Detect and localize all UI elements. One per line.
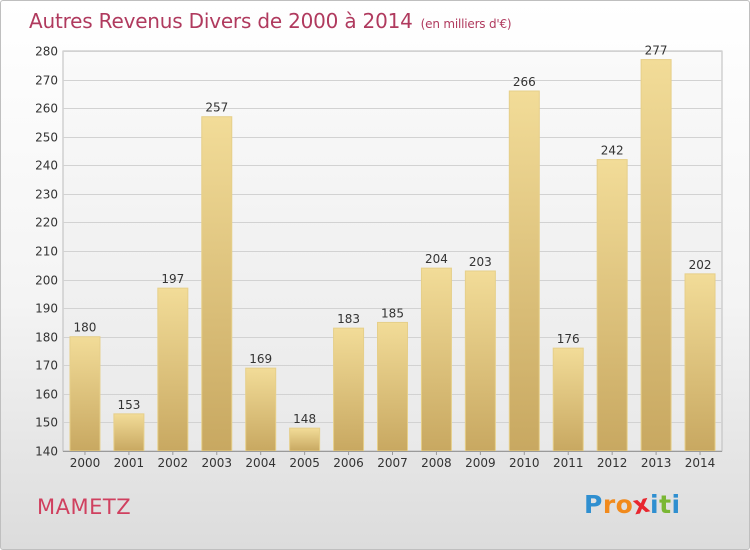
logo-letter: i xyxy=(650,490,660,519)
bar-value-label: 266 xyxy=(513,75,536,89)
x-tick-label: 2003 xyxy=(201,456,232,470)
bar xyxy=(420,267,452,452)
bar-value-label: 277 xyxy=(645,44,668,58)
x-tick-label: 2013 xyxy=(641,456,672,470)
y-tick-label: 220 xyxy=(35,216,58,230)
bar-value-label: 257 xyxy=(205,101,228,115)
bar-value-label: 148 xyxy=(293,412,316,426)
bar xyxy=(640,59,672,452)
y-tick-label: 160 xyxy=(35,388,58,402)
x-tick-label: 2011 xyxy=(553,456,584,470)
x-tick-label: 2010 xyxy=(509,456,540,470)
bar xyxy=(464,270,496,452)
logo-letter: t xyxy=(659,490,672,519)
bar xyxy=(245,367,277,452)
bar-value-label: 185 xyxy=(381,306,404,320)
bar xyxy=(377,321,408,452)
y-tick-label: 270 xyxy=(35,74,58,88)
logo-letter: P xyxy=(584,490,603,519)
bar xyxy=(508,90,540,452)
bar xyxy=(69,336,101,452)
bar-value-label: 202 xyxy=(689,258,712,272)
bar xyxy=(289,427,321,452)
commune-name: MAMETZ xyxy=(37,495,132,519)
bar-value-label: 176 xyxy=(557,332,580,346)
bar-value-label: 204 xyxy=(425,252,448,266)
y-tick-label: 140 xyxy=(35,445,58,459)
bar xyxy=(157,287,189,452)
y-tick-label: 280 xyxy=(35,45,58,59)
bar xyxy=(113,413,145,452)
y-tick-label: 250 xyxy=(35,131,58,145)
bar-value-label: 183 xyxy=(337,312,360,326)
x-tick-label: 2012 xyxy=(597,456,628,470)
x-tick-label: 2002 xyxy=(158,456,189,470)
chart-title: Autres Revenus Divers de 2000 à 2014 (en … xyxy=(29,9,512,33)
y-tick-label: 190 xyxy=(35,302,58,316)
chart-title-text: Autres Revenus Divers de 2000 à 2014 xyxy=(29,9,413,33)
x-tick-label: 2001 xyxy=(114,456,145,470)
x-tick-label: 2007 xyxy=(377,456,408,470)
bar xyxy=(201,116,233,452)
y-tick-label: 180 xyxy=(35,331,58,345)
logo-letter: i xyxy=(671,490,681,519)
x-tick-label: 2000 xyxy=(70,456,101,470)
y-tick-label: 230 xyxy=(35,188,58,202)
proxiti-logo: Proxiti xyxy=(584,489,681,521)
bar xyxy=(552,347,584,452)
logo-letter: r xyxy=(602,490,616,519)
y-tick-label: 150 xyxy=(35,416,58,430)
y-tick-label: 260 xyxy=(35,102,58,116)
x-tick-label: 2005 xyxy=(289,456,320,470)
y-tick-label: 210 xyxy=(35,245,58,259)
x-tick-label: 2004 xyxy=(245,456,276,470)
bar-value-label: 153 xyxy=(117,398,140,412)
bar-value-label: 197 xyxy=(161,272,184,286)
y-tick-label: 200 xyxy=(35,274,58,288)
bar xyxy=(333,327,365,452)
bar xyxy=(596,159,628,452)
x-tick-label: 2009 xyxy=(465,456,496,470)
x-tick-label: 2014 xyxy=(685,456,716,470)
logo-letter: o xyxy=(615,490,634,519)
x-tick-label: 2008 xyxy=(421,456,452,470)
x-tick-label: 2006 xyxy=(333,456,364,470)
bar-value-label: 203 xyxy=(469,255,492,269)
y-tick-label: 240 xyxy=(35,159,58,173)
bar xyxy=(684,273,716,452)
bar-value-label: 169 xyxy=(249,352,272,366)
bar-value-label: 242 xyxy=(601,144,624,158)
chart-subtitle: (en milliers d'€) xyxy=(420,17,512,31)
bar-value-label: 180 xyxy=(74,321,97,335)
y-tick-label: 170 xyxy=(35,359,58,373)
